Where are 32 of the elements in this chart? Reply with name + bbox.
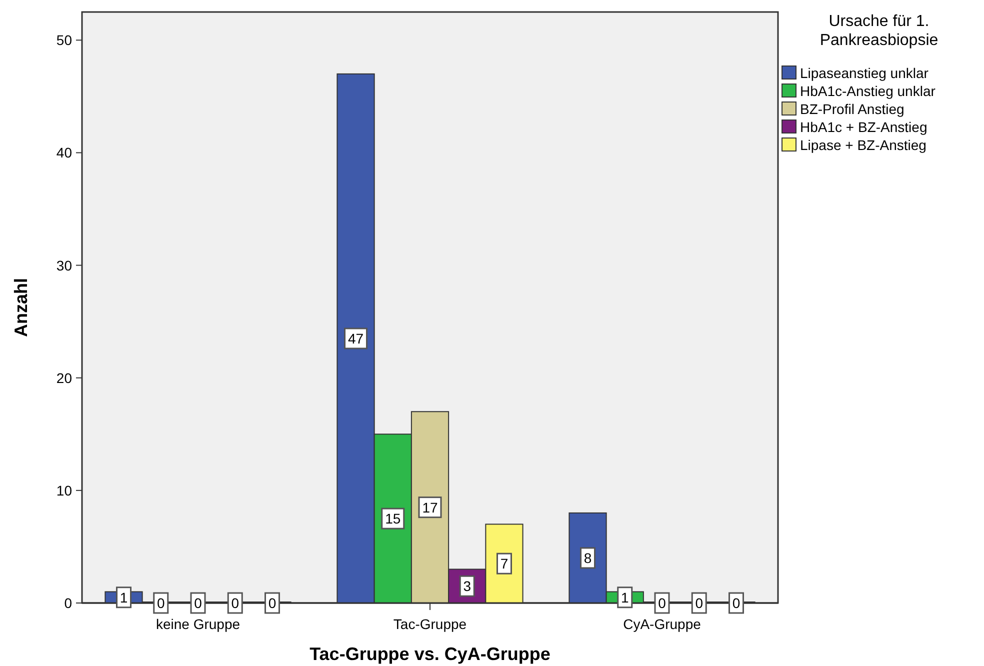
data-label: 17	[422, 499, 438, 516]
data-label: 0	[156, 595, 165, 611]
data-label: 0	[194, 595, 202, 611]
legend-label: HbA1c-Anstieg unklar	[800, 83, 936, 99]
data-label: 7	[500, 556, 508, 572]
data-label: 1	[120, 589, 128, 606]
legend-label: Lipaseanstieg unklar	[800, 65, 929, 81]
legend-title: Ursache für 1. Pankreasbiopsie	[820, 13, 938, 49]
y-tick-label: 50	[56, 32, 72, 48]
x-tick-label: CyA-Gruppe	[623, 616, 702, 632]
data-label: 0	[231, 595, 240, 611]
y-tick-label: 0	[64, 595, 72, 611]
x-axis-title: Tac-Gruppe vs. CyA-Gruppe	[310, 644, 550, 664]
x-tick-label: keine Gruppe	[156, 616, 240, 632]
legend-label: BZ-Profil Anstieg	[800, 101, 904, 117]
y-tick-label: 10	[56, 482, 72, 498]
data-label: 0	[658, 595, 666, 611]
y-tick-label: 30	[56, 257, 72, 274]
legend-label: HbA1c + BZ-Anstieg	[800, 119, 928, 135]
y-tick-label: 20	[56, 370, 72, 386]
data-label: 1	[620, 589, 629, 606]
data-label: 47	[348, 330, 364, 346]
y-tick-label: 40	[56, 144, 72, 161]
data-label: 15	[385, 510, 401, 527]
data-label: 8	[584, 550, 592, 566]
y-axis-title: Anzahl	[11, 278, 31, 338]
data-label: 0	[268, 595, 276, 611]
x-tick-label: Tac-Gruppe	[393, 616, 467, 632]
data-label: 0	[695, 595, 704, 611]
data-label: 0	[732, 595, 740, 611]
data-label: 3	[463, 578, 472, 594]
legend-label: Lipase + BZ-Anstieg	[800, 137, 926, 153]
